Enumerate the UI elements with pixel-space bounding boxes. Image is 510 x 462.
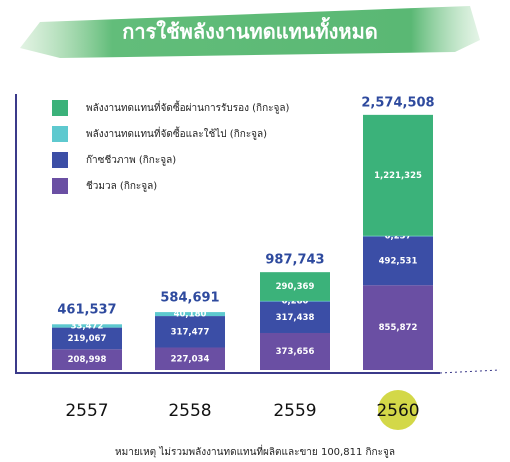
segment-label: 33,472 — [71, 321, 104, 331]
legend-swatch — [52, 126, 68, 142]
segment-label: 219,067 — [68, 334, 107, 344]
chart-title: การใช้พลังงานทดแทนทั้งหมด — [122, 17, 378, 44]
total-label: 461,537 — [57, 302, 116, 317]
legend-label: พลังงานทดแทนที่จัดซื้อและใช้ไป (กิกะจูล) — [86, 126, 267, 140]
total-label: 584,691 — [160, 291, 219, 306]
legend-label: ชีวมวล (กิกะจูล) — [86, 180, 157, 192]
x-tick-label: 2560 — [376, 401, 419, 421]
segment-label: 492,531 — [379, 256, 418, 266]
x-tick-label: 2557 — [65, 401, 108, 421]
legend-swatch — [52, 100, 68, 116]
segment-label: 1,221,325 — [374, 171, 422, 181]
note: หมายเหตุ ไม่รวมพลังงานทดแทนที่ผลิตและขาย… — [115, 444, 395, 458]
segment-label: 373,656 — [276, 347, 315, 357]
total-label: 987,743 — [265, 253, 324, 268]
chart: การใช้พลังงานทดแทนทั้งหมด หมายเหตุ ไม่รว… — [0, 0, 510, 462]
x-tick-label: 2558 — [168, 401, 211, 421]
legend-swatch — [52, 152, 68, 168]
segment-label: 317,477 — [171, 327, 210, 337]
segment-label: 227,034 — [171, 354, 210, 364]
segment-label: 208,998 — [68, 355, 107, 365]
segment-label: 317,438 — [276, 313, 315, 323]
segment-label: 855,872 — [379, 323, 418, 333]
segment-label: 290,369 — [276, 282, 315, 292]
x-tick-label: 2559 — [273, 401, 316, 421]
total-label: 2,574,508 — [361, 96, 434, 111]
legend-swatch — [52, 178, 68, 194]
segment-label: 40,180 — [174, 310, 207, 320]
axis-line — [440, 370, 500, 373]
legend-label: พลังงานทดแทนที่จัดซื้อผ่านการรับรอง (กิก… — [86, 100, 290, 114]
legend-label: ก๊าซชีวภาพ (กิกะจูล) — [86, 154, 176, 166]
